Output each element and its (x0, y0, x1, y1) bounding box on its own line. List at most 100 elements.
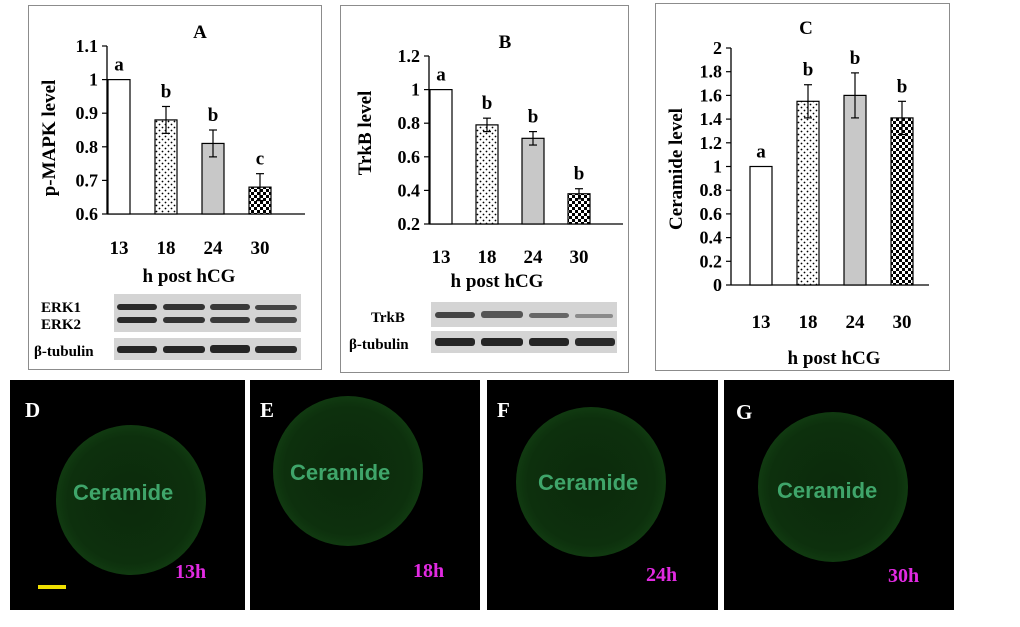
band (575, 338, 615, 346)
y-tick-label: 1.8 (700, 62, 723, 82)
time-label: 18h (413, 560, 445, 582)
panel-b: B TrkB level 0.2 0.4 0.6 0.8 1 1.2 a 13 b 18 b 24 b 3… (340, 5, 629, 373)
y-tick-label: 1.1 (76, 36, 99, 56)
y-tick-label: 0.8 (76, 137, 99, 157)
y-tick-label: 1.4 (700, 109, 723, 129)
chart-a-plot: 0.6 0.7 0.8 0.9 1 1.1 a 13 b 18 b 24 c 30 (76, 36, 305, 259)
blot-b-tubulin-membrane (431, 331, 617, 353)
oocyte-image (758, 412, 908, 562)
bar (890, 117, 914, 286)
bar (107, 78, 131, 215)
micrograph-label: D (25, 398, 41, 422)
stain-label: Ceramide (290, 460, 391, 485)
band (210, 317, 250, 323)
x-tick-label: 30 (570, 247, 589, 268)
chart-a-svg: A p-MAPK level 0.6 0.7 0.8 0.9 1 1.1 a 13 b 18 b 24… (34, 22, 305, 360)
bar (475, 124, 499, 225)
time-label: 30h (888, 565, 920, 587)
y-tick-label: 0.8 (700, 180, 723, 200)
micrograph-d: D Ceramide 13h (10, 380, 245, 610)
chart-a-ylabel: p-MAPK level (39, 80, 60, 197)
y-tick-label: 0.2 (700, 251, 723, 271)
significance-letter: b (208, 105, 219, 126)
bar (154, 119, 178, 215)
x-tick-label: 30 (251, 238, 270, 259)
blot-a-erk-membrane (114, 294, 301, 332)
chart-c-xlabel: h post hCG (788, 348, 881, 369)
chart-b-ylabel: TrkB level (355, 91, 376, 176)
significance-letter: c (256, 149, 264, 170)
chart-b-svg: B TrkB level 0.2 0.4 0.6 0.8 1 1.2 a 13 b 18 b 24 b 3… (349, 32, 623, 353)
chart-c-ylabel: Ceramide level (666, 108, 687, 230)
chart-a-title: A (193, 22, 207, 43)
y-tick-label: 0.9 (76, 103, 99, 123)
blot-label-trkb: TrkB (371, 310, 405, 326)
micrograph-label: E (260, 398, 275, 422)
micrograph-g: G Ceramide 30h (724, 380, 954, 610)
y-tick-label: 1.6 (700, 85, 723, 105)
time-label: 24h (646, 564, 678, 586)
x-tick-label: 18 (478, 247, 497, 268)
significance-letter: b (574, 164, 585, 185)
micrograph-f: F Ceramide 24h (487, 380, 718, 610)
band (117, 317, 157, 323)
band (481, 338, 523, 346)
significance-letter: a (436, 65, 446, 86)
y-tick-label: 0.8 (398, 113, 421, 133)
y-tick-label: 1 (411, 80, 420, 100)
band (117, 346, 157, 353)
micrograph-label: F (497, 398, 510, 422)
y-tick-label: 0.4 (700, 228, 723, 248)
significance-letter: b (897, 76, 908, 97)
blot-a-tubulin-membrane (114, 338, 301, 360)
band (435, 312, 475, 318)
band (210, 304, 250, 310)
x-tick-label: 24 (204, 238, 224, 259)
chart-b-title: B (499, 32, 512, 53)
significance-letter: b (482, 93, 493, 114)
band (529, 338, 569, 346)
blot-label-tubulin-b: β-tubulin (349, 337, 409, 353)
band (210, 345, 250, 353)
y-tick-label: 0.6 (700, 204, 723, 224)
blot-label-erk1: ERK1 (41, 300, 81, 316)
x-tick-label: 30 (893, 312, 912, 333)
x-tick-label: 18 (799, 312, 818, 333)
significance-letter: a (114, 55, 124, 76)
significance-letter: b (161, 81, 172, 102)
time-label: 13h (175, 561, 207, 583)
bar (429, 88, 453, 225)
significance-letter: a (756, 142, 766, 163)
blot-label-tubulin: β-tubulin (34, 344, 94, 360)
micrograph-label: G (736, 400, 753, 424)
oocyte-image (516, 407, 666, 557)
chart-c-plot: 0 0.2 0.4 0.6 0.8 1 1.2 1.4 1.6 1.8 2 a 13 b 18 b 24 b 30 (700, 38, 929, 333)
y-tick-label: 0.2 (398, 214, 421, 234)
y-tick-label: 0 (713, 275, 722, 295)
y-tick-label: 0.7 (76, 170, 99, 190)
x-tick-label: 13 (752, 312, 771, 333)
stain-label: Ceramide (777, 478, 878, 503)
band (255, 346, 297, 353)
chart-b-xlabel: h post hCG (451, 271, 544, 292)
band (435, 338, 475, 346)
band (163, 346, 205, 353)
x-tick-label: 13 (110, 238, 129, 259)
scale-bar (38, 585, 66, 589)
y-tick-label: 1.2 (398, 46, 421, 66)
significance-letter: b (850, 48, 861, 69)
y-tick-label: 0.4 (398, 180, 421, 200)
y-tick-label: 1 (89, 70, 98, 90)
micrograph-e: E Ceramide 18h (250, 380, 480, 610)
blot-a: ERK1 ERK2 β-tubulin (34, 294, 301, 360)
oocyte-image (273, 396, 423, 546)
blot-label-erk2: ERK2 (41, 317, 81, 333)
panel-c: C Ceramide level 0 0.2 0.4 0.6 0.8 1 1.2 1.4 1.6… (655, 3, 950, 371)
band (529, 313, 569, 318)
stain-label: Ceramide (538, 470, 639, 495)
oocyte-image (56, 425, 206, 575)
x-tick-label: 18 (157, 238, 176, 259)
bar (521, 137, 545, 225)
chart-a-xlabel: h post hCG (143, 266, 236, 287)
band (481, 311, 523, 318)
